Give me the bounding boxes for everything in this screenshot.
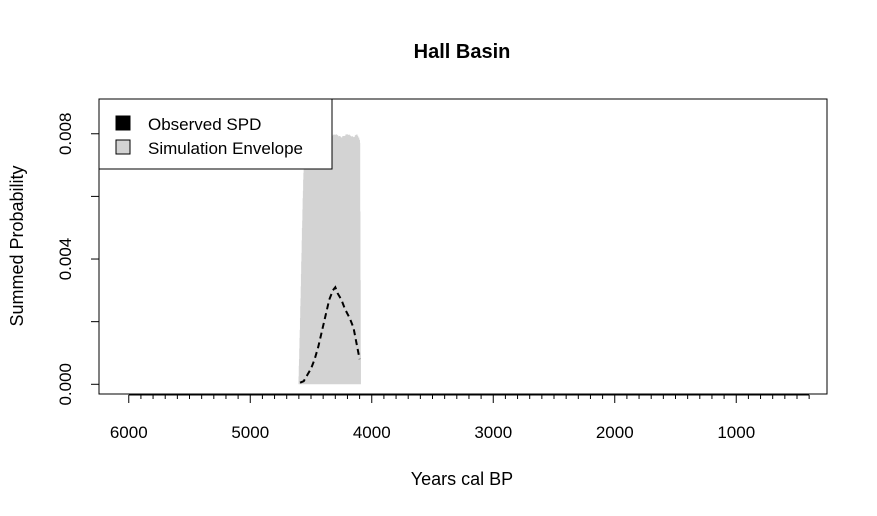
legend: Observed SPD Simulation Envelope — [98, 98, 333, 170]
simulation-envelope — [298, 134, 361, 385]
x-tick-label: 4000 — [353, 423, 391, 442]
y-axis-label: Summed Probability — [7, 165, 27, 326]
y-tick-label: 0.000 — [56, 363, 75, 406]
x-tick-label: 5000 — [231, 423, 269, 442]
legend-label-envelope: Simulation Envelope — [148, 139, 303, 158]
y-tick-label: 0.004 — [56, 238, 75, 281]
observed-spd-line — [299, 285, 361, 384]
legend-swatch-observed — [115, 115, 131, 131]
legend-swatch-envelope — [115, 139, 131, 155]
legend-label-observed: Observed SPD — [148, 115, 261, 134]
x-tick-label: 6000 — [110, 423, 148, 442]
chart-title: Hall Basin — [414, 41, 511, 63]
plot-area — [298, 134, 361, 385]
x-axis: 6000 5000 4000 3000 2000 1000 — [110, 394, 810, 442]
x-tick-label: 3000 — [474, 423, 512, 442]
x-tick-label: 1000 — [717, 423, 755, 442]
y-axis: 0.000 0.004 0.008 — [56, 112, 100, 406]
x-tick-label: 2000 — [596, 423, 634, 442]
x-axis-label: Years cal BP — [411, 469, 513, 489]
y-tick-label: 0.008 — [56, 112, 75, 155]
legend-box — [98, 98, 333, 170]
